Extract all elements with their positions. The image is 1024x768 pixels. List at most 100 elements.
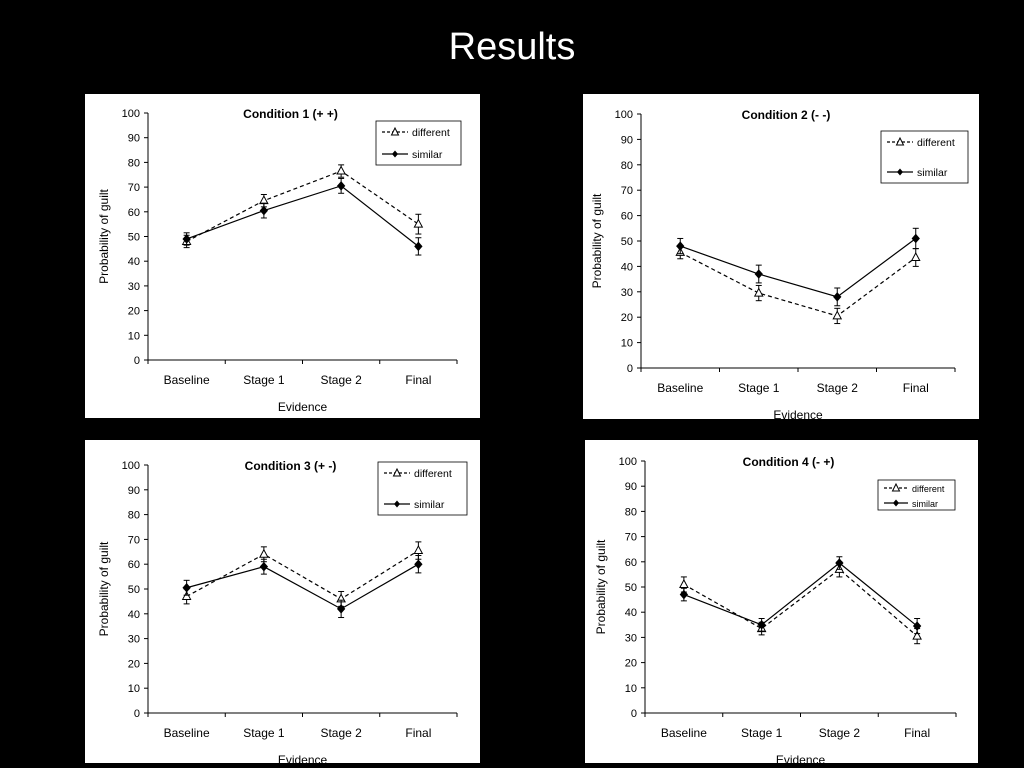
legend-box bbox=[377, 461, 468, 516]
y-tick-label: 60 bbox=[621, 211, 633, 223]
legend-label-similar: similar bbox=[414, 499, 445, 511]
data-point-diamond bbox=[676, 241, 685, 251]
data-point-diamond bbox=[182, 583, 191, 593]
y-tick-label: 0 bbox=[134, 708, 140, 720]
y-tick-label: 10 bbox=[621, 338, 633, 350]
legend-marker-triangle bbox=[392, 467, 402, 477]
legend: different similar bbox=[377, 461, 468, 516]
chart-svg: Condition 1 (+ +) 0 10 20 30 40 50 60 70 80 90 100 B… bbox=[97, 107, 462, 414]
y-tick-label: 100 bbox=[122, 460, 140, 472]
x-tick-label: Stage 2 bbox=[819, 726, 861, 740]
y-tick-label: 30 bbox=[128, 281, 140, 293]
y-axis-label: Probability of guilt bbox=[590, 193, 604, 288]
legend-marker-triangle bbox=[891, 482, 901, 492]
y-tick-label: 50 bbox=[625, 582, 637, 594]
y-tick-label: 100 bbox=[619, 456, 637, 468]
chart-svg: Condition 2 (- -) 0 10 20 30 40 50 60 70 80 90 100 B… bbox=[590, 108, 969, 419]
y-tick-label: 40 bbox=[128, 609, 140, 621]
data-point-diamond bbox=[754, 269, 763, 279]
legend-box bbox=[880, 130, 969, 184]
legend-marker-diamond bbox=[897, 168, 903, 176]
data-point-triangle bbox=[753, 287, 764, 297]
y-tick-label: 10 bbox=[625, 683, 637, 695]
chart-title: Condition 3 (+ -) bbox=[245, 459, 337, 473]
y-tick-label: 60 bbox=[625, 557, 637, 569]
data-point-diamond bbox=[414, 559, 423, 569]
legend-marker-diamond bbox=[394, 500, 400, 508]
y-tick-label: 0 bbox=[627, 363, 633, 375]
x-tick-label: Final bbox=[405, 726, 431, 740]
chart-svg: Condition 3 (+ -) 0 10 20 30 40 50 60 70 80 90 100 B… bbox=[97, 459, 468, 763]
chart-svg: Condition 4 (- +) 0 10 20 30 40 50 60 70 80 90 100 B… bbox=[594, 455, 957, 763]
x-axis-label: Evidence bbox=[776, 753, 826, 763]
x-tick-label: Stage 2 bbox=[817, 381, 859, 395]
y-tick-label: 80 bbox=[621, 160, 633, 172]
legend-marker-diamond bbox=[392, 150, 398, 158]
y-tick-label: 70 bbox=[621, 185, 633, 197]
x-tick-label: Final bbox=[405, 373, 431, 387]
y-tick-label: 20 bbox=[128, 306, 140, 318]
series-line-different bbox=[186, 170, 419, 242]
y-tick-label: 80 bbox=[625, 506, 637, 518]
data-point-diamond bbox=[757, 620, 766, 630]
y-tick-label: 50 bbox=[128, 584, 140, 596]
y-tick-label: 80 bbox=[128, 510, 140, 522]
x-tick-label: Stage 2 bbox=[320, 726, 362, 740]
slide-title: Results bbox=[448, 26, 576, 68]
y-axis-label: Probability of guilt bbox=[594, 539, 608, 634]
x-tick-label: Stage 1 bbox=[243, 373, 285, 387]
x-tick-label: Baseline bbox=[661, 726, 707, 740]
series-line-similar bbox=[680, 237, 917, 298]
legend-label-different: different bbox=[412, 127, 450, 139]
data-point-triangle bbox=[413, 218, 424, 228]
y-tick-label: 50 bbox=[621, 236, 633, 248]
series-line-similar bbox=[186, 185, 419, 247]
y-tick-label: 50 bbox=[128, 232, 140, 244]
data-point-triangle bbox=[832, 310, 843, 320]
y-tick-label: 20 bbox=[621, 312, 633, 324]
x-tick-label: Stage 1 bbox=[738, 381, 780, 395]
data-point-triangle bbox=[679, 578, 689, 588]
y-tick-label: 90 bbox=[128, 133, 140, 145]
y-tick-label: 90 bbox=[625, 481, 637, 493]
data-point-diamond bbox=[414, 241, 423, 252]
x-tick-label: Final bbox=[904, 726, 930, 740]
y-tick-label: 90 bbox=[621, 134, 633, 146]
x-tick-label: Baseline bbox=[164, 726, 210, 740]
x-axis-label: Evidence bbox=[278, 753, 328, 763]
legend: different similar bbox=[880, 130, 969, 184]
series-line-different bbox=[186, 550, 419, 600]
legend-marker-diamond bbox=[893, 499, 899, 507]
series-line-different bbox=[679, 251, 917, 317]
series-line-similar bbox=[683, 562, 918, 627]
y-tick-label: 0 bbox=[134, 355, 140, 367]
data-point-diamond bbox=[911, 233, 920, 244]
y-tick-label: 70 bbox=[128, 534, 140, 546]
data-point-diamond bbox=[833, 292, 842, 302]
series-line-similar bbox=[186, 563, 419, 610]
y-tick-label: 40 bbox=[128, 256, 140, 268]
y-tick-label: 100 bbox=[615, 109, 633, 121]
legend: different similar bbox=[375, 120, 462, 166]
y-tick-label: 40 bbox=[621, 261, 633, 273]
y-axis-label: Probability of guilt bbox=[97, 188, 111, 283]
y-axis-label: Probability of guilt bbox=[97, 541, 111, 636]
legend-label-similar: similar bbox=[412, 149, 443, 161]
data-point-triangle bbox=[259, 195, 269, 205]
chart-title: Condition 1 (+ +) bbox=[243, 107, 338, 121]
data-point-triangle bbox=[259, 548, 269, 558]
y-tick-label: 40 bbox=[625, 607, 637, 619]
legend-box bbox=[375, 120, 462, 166]
y-tick-label: 10 bbox=[128, 330, 140, 342]
legend-label-different: different bbox=[912, 484, 945, 494]
y-tick-label: 70 bbox=[625, 532, 637, 544]
legend-label-different: different bbox=[917, 137, 955, 149]
data-point-diamond bbox=[912, 621, 922, 631]
y-tick-label: 60 bbox=[128, 559, 140, 571]
legend-marker-triangle bbox=[390, 126, 400, 136]
y-tick-label: 30 bbox=[625, 632, 637, 644]
data-point-diamond bbox=[679, 589, 689, 600]
legend-label-similar: similar bbox=[912, 499, 938, 509]
data-point-diamond bbox=[259, 205, 269, 216]
data-point-triangle bbox=[910, 251, 921, 262]
